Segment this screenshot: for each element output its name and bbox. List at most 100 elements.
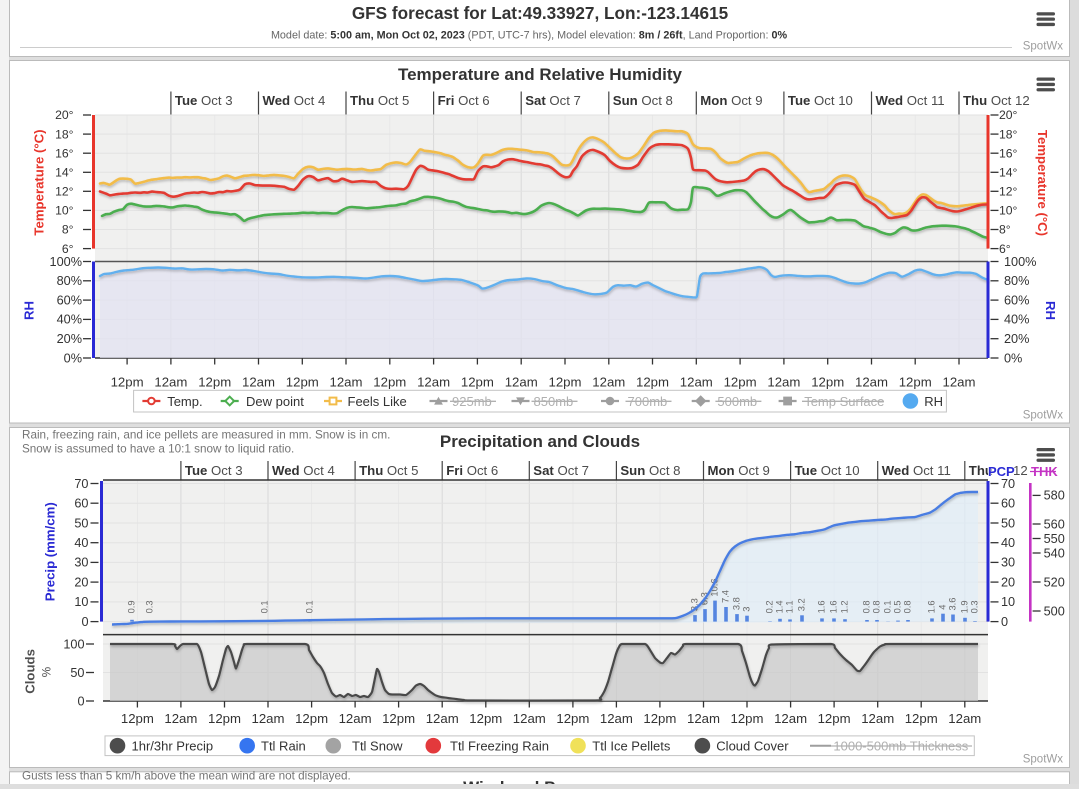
svg-text:SpotWx: SpotWx	[1023, 41, 1064, 53]
svg-text:1hr/3hr Precip: 1hr/3hr Precip	[132, 738, 214, 753]
svg-text:0.3: 0.3	[145, 600, 155, 613]
svg-text:12pm: 12pm	[469, 711, 502, 726]
svg-text:Thu Oct 5: Thu Oct 5	[359, 463, 418, 478]
svg-text:12am: 12am	[592, 375, 625, 390]
svg-text:60: 60	[1001, 497, 1015, 511]
svg-text:SpotWx: SpotWx	[1023, 410, 1064, 422]
svg-text:12pm: 12pm	[811, 375, 844, 390]
svg-text:Wed Oct 4: Wed Oct 4	[263, 93, 326, 108]
svg-text:Cloud Cover: Cloud Cover	[716, 738, 789, 753]
svg-text:0%: 0%	[1004, 351, 1022, 365]
svg-text:540: 540	[1044, 546, 1065, 560]
svg-text:100: 100	[63, 637, 84, 651]
svg-text:12pm: 12pm	[208, 711, 241, 726]
svg-text:16°: 16°	[999, 146, 1018, 160]
svg-text:12pm: 12pm	[198, 375, 231, 390]
svg-text:8°: 8°	[62, 223, 74, 237]
svg-text:12am: 12am	[680, 375, 713, 390]
svg-text:Dew point: Dew point	[246, 394, 304, 409]
svg-text:12am: 12am	[417, 375, 450, 390]
svg-text:0.8: 0.8	[862, 600, 872, 613]
svg-text:20°: 20°	[999, 108, 1018, 122]
svg-text:12am: 12am	[767, 375, 800, 390]
svg-text:20°: 20°	[55, 108, 74, 122]
svg-text:14°: 14°	[55, 166, 74, 180]
svg-text:18°: 18°	[999, 127, 1018, 141]
svg-text:520: 520	[1044, 575, 1065, 589]
svg-text:18°: 18°	[55, 127, 74, 141]
svg-text:550: 550	[1044, 532, 1065, 546]
svg-text:Temperature (°C): Temperature (°C)	[32, 129, 47, 235]
svg-text:Tue Oct 3: Tue Oct 3	[175, 93, 233, 108]
svg-text:12pm: 12pm	[724, 375, 757, 390]
svg-text:Sun Oct 8: Sun Oct 8	[613, 93, 673, 108]
svg-text:6°: 6°	[999, 242, 1011, 256]
svg-text:0: 0	[77, 694, 84, 708]
svg-text:Tue Oct 10: Tue Oct 10	[795, 463, 860, 478]
svg-text:Rain, freezing rain, and ice p: Rain, freezing rain, and ice pellets are…	[22, 429, 390, 442]
svg-text:12am: 12am	[154, 375, 187, 390]
svg-text:12am: 12am	[774, 711, 807, 726]
svg-text:50: 50	[70, 666, 84, 680]
svg-text:12pm: 12pm	[636, 375, 669, 390]
svg-text:%: %	[40, 667, 53, 677]
svg-text:Sun Oct 8: Sun Oct 8	[620, 463, 680, 478]
svg-text:12°: 12°	[999, 185, 1018, 199]
svg-text:40%: 40%	[1004, 313, 1029, 327]
svg-text:560: 560	[1044, 517, 1065, 531]
svg-text:0.1: 0.1	[305, 600, 315, 613]
svg-text:12pm: 12pm	[731, 711, 764, 726]
svg-text:0: 0	[1001, 615, 1008, 629]
svg-text:12pm: 12pm	[905, 711, 938, 726]
svg-text:1.4: 1.4	[775, 600, 785, 613]
svg-text:12am: 12am	[948, 711, 981, 726]
svg-text:0.1: 0.1	[260, 600, 270, 613]
svg-text:12am: 12am	[513, 711, 546, 726]
svg-text:SpotWx: SpotWx	[1023, 754, 1064, 766]
svg-text:10°: 10°	[55, 204, 74, 218]
svg-text:60%: 60%	[1004, 293, 1029, 307]
svg-text:40%: 40%	[57, 313, 82, 327]
svg-text:12am: 12am	[687, 711, 720, 726]
svg-text:60: 60	[74, 497, 88, 511]
svg-text:12: 12	[1013, 463, 1028, 478]
svg-text:12am: 12am	[855, 375, 888, 390]
svg-text:0.3: 0.3	[970, 600, 980, 613]
svg-text:0.5: 0.5	[893, 600, 903, 613]
svg-text:Ttl Ice Pellets: Ttl Ice Pellets	[592, 738, 671, 753]
svg-text:12pm: 12pm	[643, 711, 676, 726]
svg-text:3: 3	[742, 607, 752, 612]
svg-text:20%: 20%	[1004, 332, 1029, 346]
svg-text:12am: 12am	[943, 375, 976, 390]
svg-text:12pm: 12pm	[556, 711, 589, 726]
svg-text:12am: 12am	[339, 711, 372, 726]
svg-text:12am: 12am	[600, 711, 633, 726]
svg-text:0.9: 0.9	[127, 600, 137, 613]
svg-text:12am: 12am	[164, 711, 197, 726]
svg-text:0.2: 0.2	[765, 600, 775, 613]
svg-text:Ttl Freezing Rain: Ttl Freezing Rain	[450, 738, 549, 753]
svg-text:70: 70	[74, 477, 88, 491]
svg-text:12pm: 12pm	[818, 711, 851, 726]
svg-text:0.8: 0.8	[872, 600, 882, 613]
svg-text:7.4: 7.4	[721, 590, 731, 603]
svg-text:Model date: 5:00 am, Mon Oct 0: Model date: 5:00 am, Mon Oct 02, 2023 (P…	[271, 30, 788, 42]
svg-text:4: 4	[938, 605, 948, 610]
svg-text:Wed Oct 4: Wed Oct 4	[272, 463, 335, 478]
svg-text:12pm: 12pm	[111, 375, 144, 390]
svg-text:10: 10	[1001, 595, 1015, 609]
svg-text:12am: 12am	[330, 375, 363, 390]
svg-text:14°: 14°	[999, 166, 1018, 180]
svg-text:10°: 10°	[999, 204, 1018, 218]
svg-text:50: 50	[74, 516, 88, 530]
svg-text:0.1: 0.1	[883, 600, 893, 613]
svg-text:100%: 100%	[1004, 255, 1036, 269]
svg-text:0.8: 0.8	[903, 600, 913, 613]
svg-text:Fri Oct 6: Fri Oct 6	[446, 463, 498, 478]
svg-text:40: 40	[1001, 536, 1015, 550]
svg-text:Feels Like: Feels Like	[348, 394, 407, 409]
svg-text:Sat Oct 7: Sat Oct 7	[533, 463, 589, 478]
svg-text:3.8: 3.8	[732, 597, 742, 610]
svg-text:1.6: 1.6	[927, 600, 937, 613]
svg-text:12pm: 12pm	[373, 375, 406, 390]
